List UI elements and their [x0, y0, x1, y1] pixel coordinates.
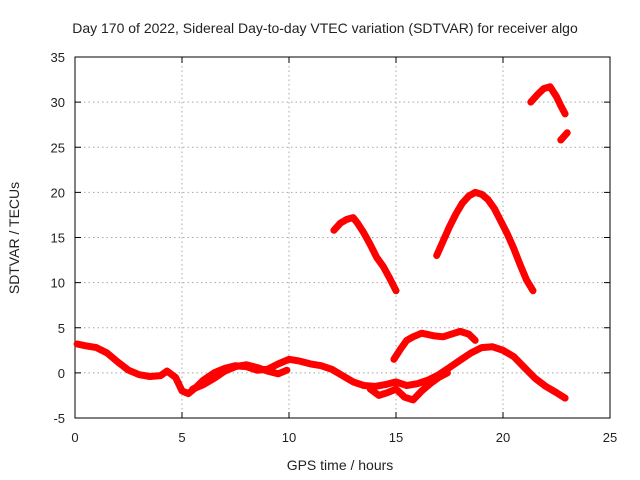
series-arc-21-23-high — [527, 83, 569, 118]
x-tick-label: 0 — [71, 430, 78, 445]
y-axis-label: SDTVAR / TECUs — [6, 182, 22, 294]
chart-title: Day 170 of 2022, Sidereal Day-to-day VTE… — [72, 20, 578, 36]
series-arc-lower-mid — [366, 369, 451, 404]
y-tick-label: 15 — [51, 231, 65, 246]
x-tick-label: 20 — [496, 430, 510, 445]
y-tick-label: 0 — [58, 366, 65, 381]
y-tick-label: 5 — [58, 321, 65, 336]
grid-layer — [75, 57, 610, 418]
series-arc-23-short — [557, 129, 571, 144]
y-tick-label: 25 — [51, 140, 65, 155]
x-tick-label: 25 — [603, 430, 617, 445]
y-tick-label: 35 — [51, 50, 65, 65]
series-arc-main — [73, 340, 569, 402]
series-arc-early-dip — [189, 361, 291, 393]
x-axis-label: GPS time / hours — [287, 457, 394, 473]
series-arc-mid-rise — [390, 327, 479, 363]
x-tick-label: 5 — [178, 430, 185, 445]
series-layer — [73, 83, 571, 404]
series-arc-12-15 — [330, 214, 400, 295]
y-tick-label: 10 — [51, 276, 65, 291]
series-arc-17-21 — [433, 188, 537, 295]
x-tick-label: 15 — [389, 430, 403, 445]
x-tick-label: 10 — [282, 430, 296, 445]
y-tick-label: -5 — [53, 411, 65, 426]
y-tick-label: 30 — [51, 95, 65, 110]
y-tick-label: 20 — [51, 185, 65, 200]
ticks-layer: 0 5 10 15 20 25 -5 0 5 10 15 20 25 30 35 — [51, 50, 618, 445]
